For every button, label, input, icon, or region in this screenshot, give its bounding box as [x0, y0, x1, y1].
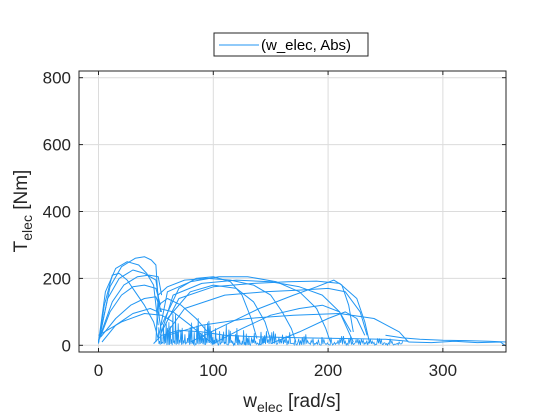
series-line-24 — [213, 304, 352, 345]
y-axis-label-main: T — [11, 240, 32, 252]
oscillation-burst-1 — [258, 331, 404, 347]
x-axis-label-main: w — [242, 391, 257, 412]
legend-box — [213, 32, 369, 57]
series-line-22 — [190, 279, 354, 343]
x-axis-label-sub: elec — [257, 399, 283, 415]
series-line-3 — [98, 269, 161, 342]
series-line-4 — [98, 274, 163, 341]
series-layer — [98, 256, 506, 347]
y-tick-label: 400 — [43, 203, 71, 222]
legend-entry: (w_elec, Abs) — [261, 37, 351, 54]
x-tick-label: 100 — [199, 361, 227, 380]
legend: (w_elec, Abs) — [213, 32, 369, 57]
y-tick-label: 0 — [62, 336, 71, 355]
y-axis-label-unit: [Nm] — [11, 170, 32, 215]
series-line-12 — [162, 287, 368, 339]
y-tick-label: 600 — [43, 136, 71, 155]
x-tick-label: 300 — [429, 361, 457, 380]
x-tick-label: 200 — [314, 361, 342, 380]
series-line-14 — [167, 284, 272, 341]
series-line-11 — [161, 280, 370, 343]
series-line-6 — [100, 296, 163, 338]
series-line-10 — [160, 279, 354, 343]
series-line-2 — [98, 256, 160, 343]
series-line-17 — [167, 313, 409, 343]
y-axis-label: Telec [Nm] — [11, 170, 35, 253]
y-tick-label: 200 — [43, 269, 71, 288]
axes — [78, 70, 507, 353]
tick-labels: 0 100 200 300 0 200 400 600 800 — [43, 69, 457, 380]
series-line-0 — [98, 272, 159, 344]
x-axis-label-unit: [rad/s] — [283, 391, 341, 412]
x-tick-label: 0 — [94, 361, 103, 380]
series-line-1 — [98, 261, 159, 343]
series-line-5 — [99, 284, 161, 339]
series-line-21 — [98, 313, 174, 336]
series-line-9 — [157, 276, 331, 343]
y-tick-label: 800 — [43, 69, 71, 88]
x-axis-label: welec [rad/s] — [242, 391, 341, 415]
series-line-13 — [161, 276, 258, 339]
y-axis-label-sub: elec — [19, 215, 35, 241]
axes-box — [78, 70, 507, 353]
series-line-19 — [385, 334, 506, 343]
series-line-23 — [270, 311, 366, 345]
series-line-20 — [408, 340, 506, 347]
oscillation-burst-0 — [157, 313, 266, 347]
series-line-8 — [155, 277, 297, 343]
